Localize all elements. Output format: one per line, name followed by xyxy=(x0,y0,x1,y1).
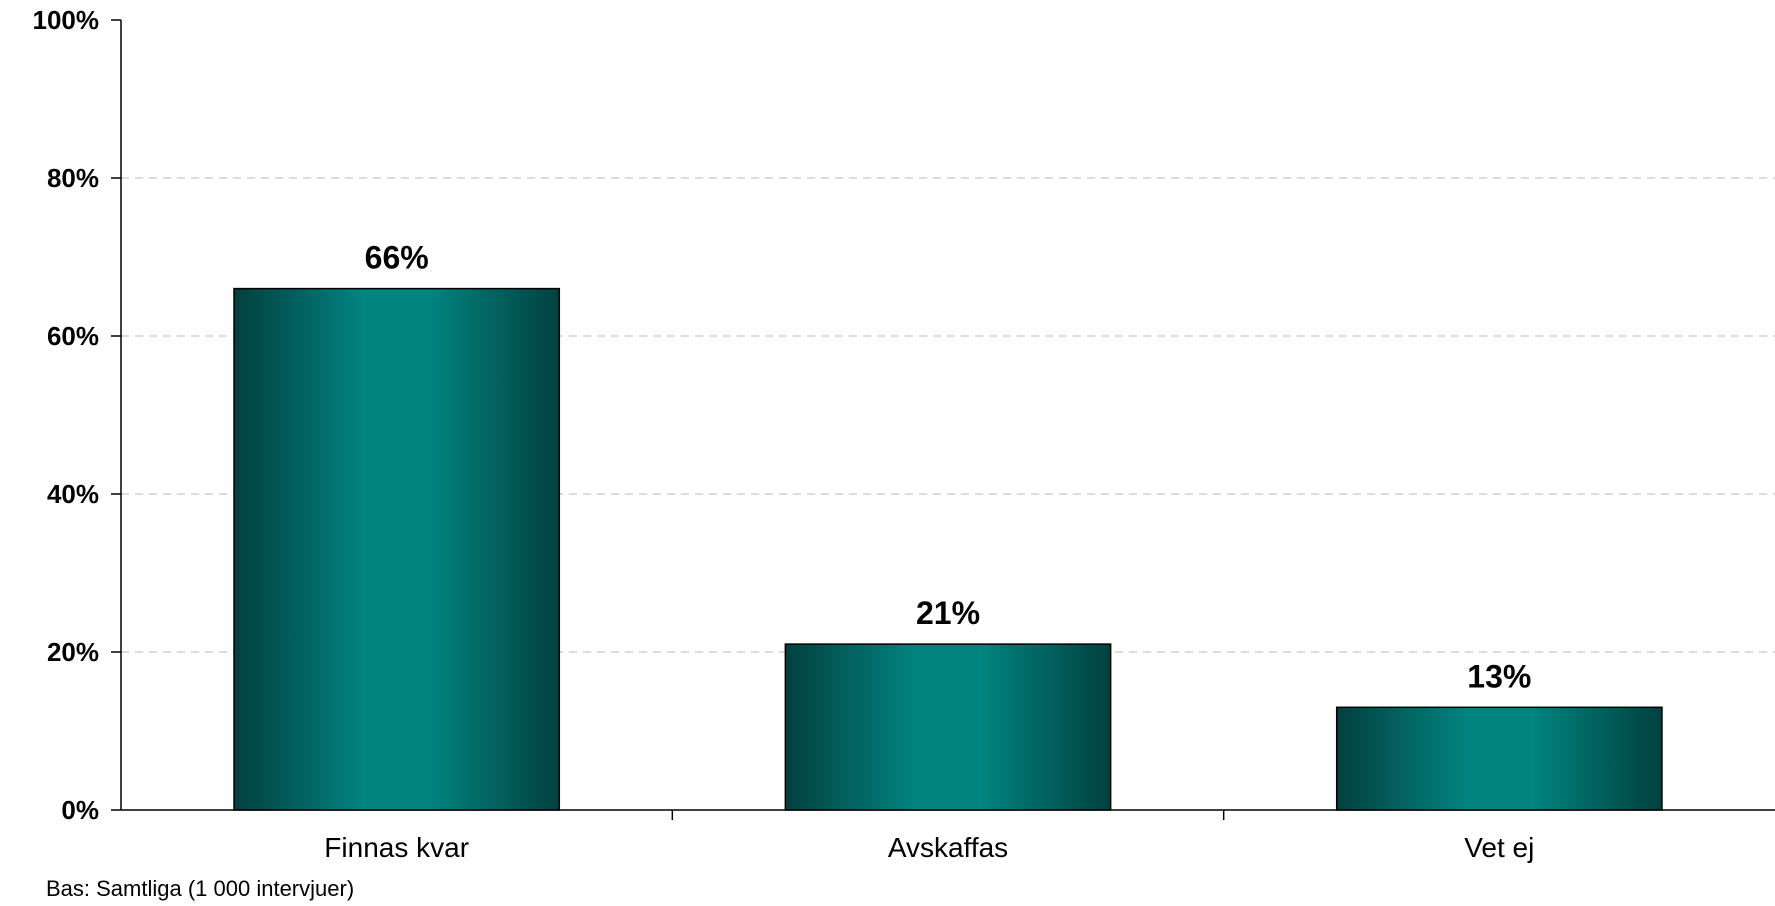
y-axis-ticks: 0% 20% 40% 60% 80% 100% xyxy=(33,5,122,825)
y-tick-label: 0% xyxy=(61,795,99,825)
data-label: 21% xyxy=(916,595,980,631)
y-tick-label: 80% xyxy=(47,163,99,193)
x-category-label: Finnas kvar xyxy=(324,832,469,863)
y-tick-label: 100% xyxy=(33,5,100,35)
x-category-label: Avskaffas xyxy=(888,832,1008,863)
y-tick-label: 20% xyxy=(47,637,99,667)
bars xyxy=(234,289,1662,810)
bar xyxy=(234,289,559,810)
x-axis-categories: Finnas kvar Avskaffas Vet ej xyxy=(324,832,1534,863)
footnote: Bas: Samtliga (1 000 intervjuer) xyxy=(46,876,354,902)
y-tick-label: 40% xyxy=(47,479,99,509)
y-tick-label: 60% xyxy=(47,321,99,351)
bar xyxy=(1337,707,1662,810)
bar xyxy=(785,644,1110,810)
data-label: 66% xyxy=(365,240,429,276)
data-label: 13% xyxy=(1467,658,1531,694)
x-category-label: Vet ej xyxy=(1464,832,1534,863)
